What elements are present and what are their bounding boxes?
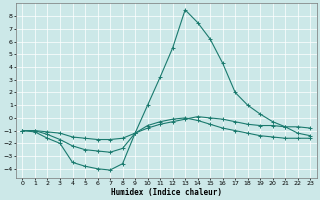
X-axis label: Humidex (Indice chaleur): Humidex (Indice chaleur)	[111, 188, 222, 197]
